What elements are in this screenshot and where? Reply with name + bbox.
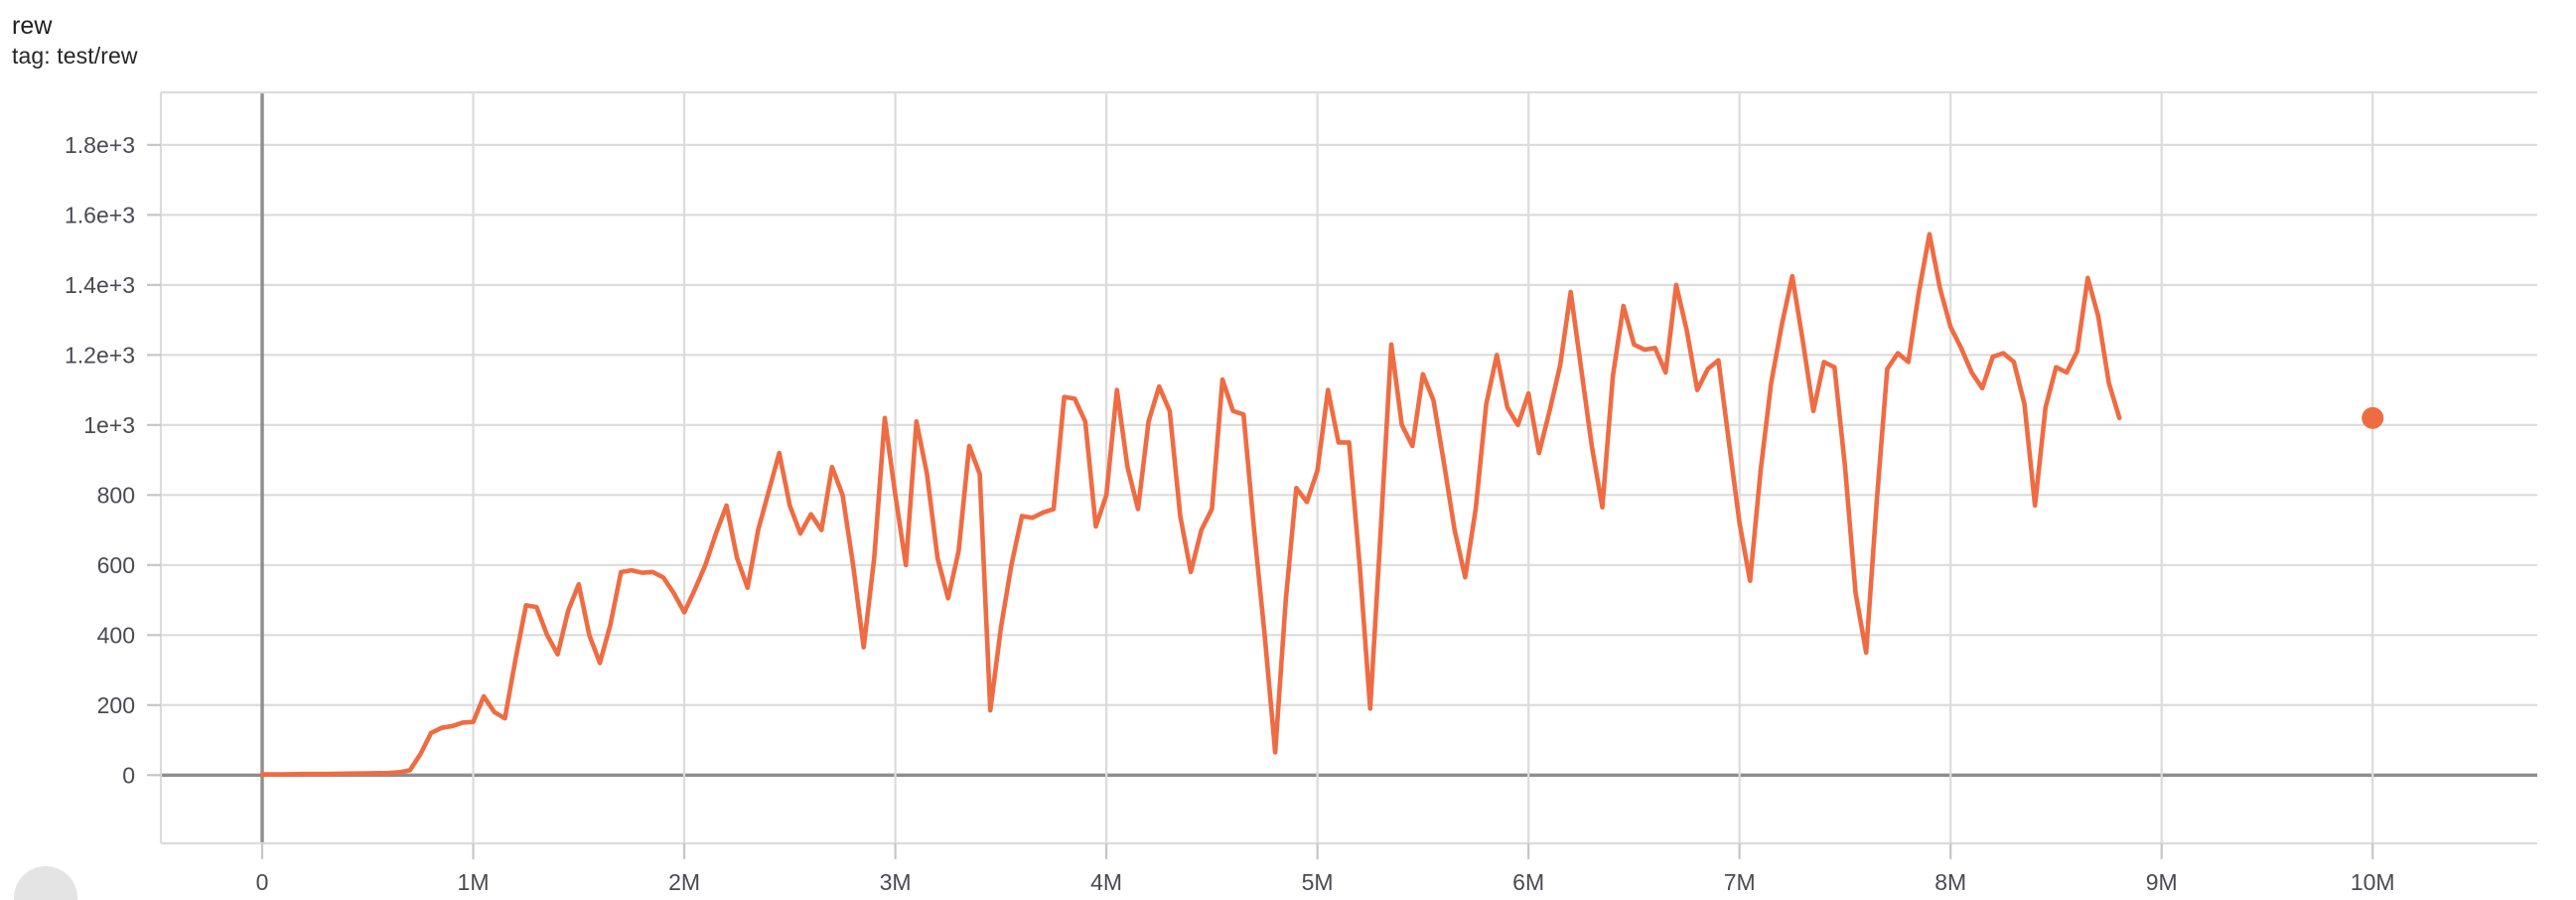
y-axis-tick-label: 0: [122, 762, 135, 788]
series-group[interactable]: [259, 231, 2384, 777]
x-axis-tick-label: 10M: [2351, 869, 2395, 895]
y-axis-tick-label: 200: [97, 692, 135, 718]
y-axis-tick-label: 1.2e+3: [65, 342, 135, 368]
y-axis-labels: 0 200 400 600 800 1e+3 1.2e+3 1.4e+3 1.6e+3 1.8e+…: [65, 132, 135, 788]
y-axis-tick-label: 800: [97, 482, 135, 508]
tick-marks-group: [147, 143, 2374, 859]
y-axis-tick-label: 1.4e+3: [65, 272, 135, 298]
x-axis-tick-label: 6M: [1512, 869, 1544, 895]
plot-frame-group: [159, 90, 2537, 845]
gridlines-group: [161, 92, 2537, 843]
x-axis-tick-label: 5M: [1302, 869, 1334, 895]
x-axis-tick-label: 2M: [668, 869, 700, 895]
x-axis-tick-label: 8M: [1934, 869, 1966, 895]
y-axis-tick-label: 1.6e+3: [65, 202, 135, 227]
page-title: rew: [12, 12, 53, 40]
x-axis-tick-label: 9M: [2146, 869, 2178, 895]
series-endpoint-marker[interactable]: [2361, 406, 2384, 429]
x-axis-tick-label: 7M: [1724, 869, 1756, 895]
chart-tag-label: tag: test/rew: [12, 43, 138, 69]
x-axis-tick-label: 4M: [1090, 869, 1122, 895]
x-axis-tick-label: 0: [256, 869, 269, 895]
y-axis-tick-label: 1.8e+3: [65, 132, 135, 158]
x-axis-tick-label: 1M: [458, 869, 490, 895]
x-axis-tick-label: 3M: [880, 869, 912, 895]
y-axis-tick-label: 400: [97, 622, 135, 648]
y-axis-tick-label: 600: [97, 552, 135, 578]
x-axis-labels: 0 1M 2M 3M 4M 5M 6M 7M 8M 9M 10M: [256, 869, 2395, 895]
chart-header: rew tag: test/rew: [12, 10, 138, 71]
series-line-test-rew[interactable]: [259, 231, 2122, 777]
y-axis-tick-label: 1e+3: [83, 412, 135, 438]
